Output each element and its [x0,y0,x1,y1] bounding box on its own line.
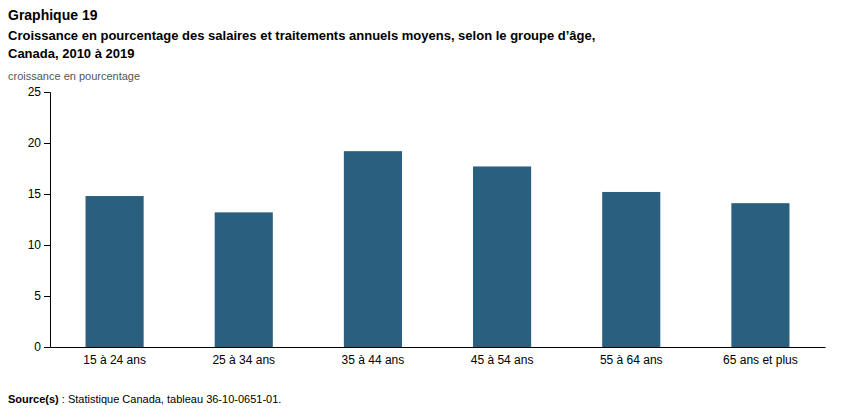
y-tick: 15 [28,187,50,201]
source: Source(s) : Statistique Canada, tableau … [8,393,281,405]
y-tick: 20 [28,136,50,150]
x-tick: 45 à 54 ans [471,353,534,367]
tick-label: 35 à 44 ans [342,353,405,367]
y-tick: 0 [34,340,50,354]
tick-mark [44,194,50,195]
tick-mark [44,347,50,348]
x-tick: 65 ans et plus [723,353,798,367]
tick-label: 25 à 34 ans [212,353,275,367]
x-tick: 35 à 44 ans [342,353,405,367]
tick-label: 15 [28,187,42,201]
y-axis: 0 5 10 15 20 25 [28,85,51,354]
bars [86,151,790,347]
subtitle: Canada, 2010 à 2019 [8,46,134,61]
bar [602,192,660,347]
bar [86,196,144,347]
x-tick: 25 à 34 ans [212,353,275,367]
axis-line [44,93,51,348]
tick-label: 20 [28,136,42,150]
source-text: Source(s) [8,393,59,405]
tick-label: 45 à 54 ans [471,353,534,367]
tick-label: 15 à 24 ans [83,353,146,367]
bar [731,203,789,347]
bar [344,151,402,347]
titles: Graphique 19 Croissance en pourcentage de… [8,7,595,61]
title: Graphique 19 [8,7,98,23]
bar [473,166,531,347]
tick-label: 5 [34,289,41,303]
y-tick: 10 [28,238,50,252]
tick-label: 55 à 64 ans [600,353,663,367]
tick-label: 65 ans et plus [723,353,798,367]
plot: 0 5 10 15 20 25 15 à 24 ans 25 à 34 ans 35 à 44 … [28,85,826,366]
y-tick: 5 [34,289,50,303]
subtitle: Croissance en pourcentage des salaires e… [8,28,595,43]
tick-mark [44,92,50,93]
bar [215,212,273,347]
source-text: : Statistique Canada, tableau 36-10-0651… [59,393,282,405]
y-tick: 25 [28,85,50,99]
x-tick: 15 à 24 ans [83,353,146,367]
x-tick: 55 à 64 ans [600,353,663,367]
x-axis: 15 à 24 ans 25 à 34 ans 35 à 44 ans 45 à 54… [51,348,826,367]
tick-mark [44,245,50,246]
axis-line [51,347,826,348]
y-axis-title: croissance en pourcentage [8,70,140,82]
tick-label: 0 [34,340,41,354]
tick-mark [44,296,50,297]
tick-mark [44,143,50,144]
tick-label: 25 [28,85,42,99]
chart: Graphique 19 Croissance en pourcentage de… [0,0,850,417]
tick-label: 10 [28,238,42,252]
